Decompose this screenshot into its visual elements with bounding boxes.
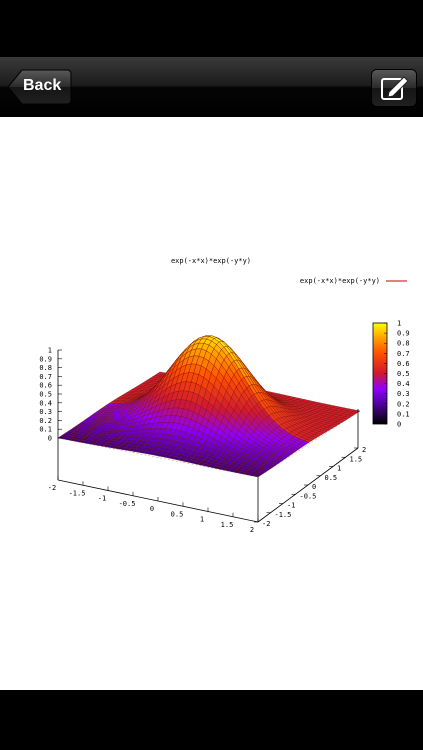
back-button-label: Back <box>23 77 62 94</box>
y-tick-label: -1 <box>287 502 295 510</box>
status-bar <box>0 0 423 57</box>
z-tick-label: 1 <box>48 347 52 355</box>
colorbar-tick-label: 0.6 <box>397 360 410 368</box>
z-tick-label: 0.3 <box>39 408 52 416</box>
y-tick-label: 1 <box>337 465 341 473</box>
compose-button[interactable] <box>371 69 417 107</box>
plot-area: 1 0.9 0.8 0.7 0.6 0.5 0.4 0.3 0.2 0.1 0 -2 -1.5 -1 -0.… <box>0 118 423 690</box>
legend-label: exp(-x*x)*exp(-y*y) <box>300 277 380 285</box>
y-tick-label: -0.5 <box>300 492 317 500</box>
grid-line <box>257 410 361 478</box>
z-tick-label: 0.9 <box>39 355 52 363</box>
x-tick-label: 0.5 <box>171 510 184 518</box>
z-tick-label: 0.8 <box>39 364 52 372</box>
x-tick-label: 2 <box>250 526 254 534</box>
surface-mesh <box>57 335 361 478</box>
back-button[interactable]: Back <box>7 69 72 105</box>
y-tick-label: -1.5 <box>275 511 292 519</box>
z-tick-label: 0.7 <box>39 373 52 381</box>
colorbar-tick-label: 0.8 <box>397 340 410 348</box>
bottom-toolbar <box>0 690 423 750</box>
z-tick-label: 0.5 <box>39 391 52 399</box>
colorbar-tick-label: 0.2 <box>397 400 410 408</box>
surface-plot: 10.90.80.70.60.50.40.30.20.10-2-1.5-1-0.… <box>39 257 410 535</box>
axes: 10.90.80.70.60.50.40.30.20.10-2-1.5-1-0.… <box>39 347 366 535</box>
back-button-shape <box>7 69 72 105</box>
colorbar-tick-label: 0 <box>397 421 401 429</box>
colorbar-ticks: 1 0.9 0.8 0.7 0.6 0.5 0.4 0.3 0.2 0.1 0 <box>384 320 410 429</box>
y-tick-label: 0.5 <box>325 474 338 482</box>
x-tick-label: 1 <box>200 516 204 524</box>
plot-title: exp(-x*x)*exp(-y*y) <box>171 257 251 265</box>
compose-icon <box>371 69 417 107</box>
colorbar-tick-label: 0.9 <box>397 330 410 338</box>
z-tick-label: 0.2 <box>39 417 52 425</box>
y-tick-label: 0 <box>312 483 316 491</box>
z-tick-label: 0.4 <box>39 399 52 407</box>
y-tick-label: 2 <box>362 446 366 454</box>
z-tick-label: 0.6 <box>39 382 52 390</box>
colorbar-tick-label: 0.5 <box>397 370 410 378</box>
y-tick-label: 1.5 <box>350 455 363 463</box>
x-tick-label: -1.5 <box>69 489 86 497</box>
x-tick-label: -2 <box>48 484 56 492</box>
z-tick-label: 0 <box>48 435 52 443</box>
colorbar-tick-label: 0.4 <box>397 380 410 388</box>
colorbar-tick-label: 1 <box>397 320 401 328</box>
x-tick-label: 1.5 <box>221 521 234 529</box>
x-tick-label: 0 <box>150 505 154 513</box>
colorbar-tick-label: 0.3 <box>397 390 410 398</box>
x-tick-label: -1 <box>98 495 106 503</box>
colorbar-tick-label: 0.1 <box>397 410 410 418</box>
x-tick-label: -0.5 <box>119 500 136 508</box>
z-tick-label: 0.1 <box>39 426 52 434</box>
y-tick-label: -2 <box>262 520 270 528</box>
colorbar-tick-label: 0.7 <box>397 350 410 358</box>
